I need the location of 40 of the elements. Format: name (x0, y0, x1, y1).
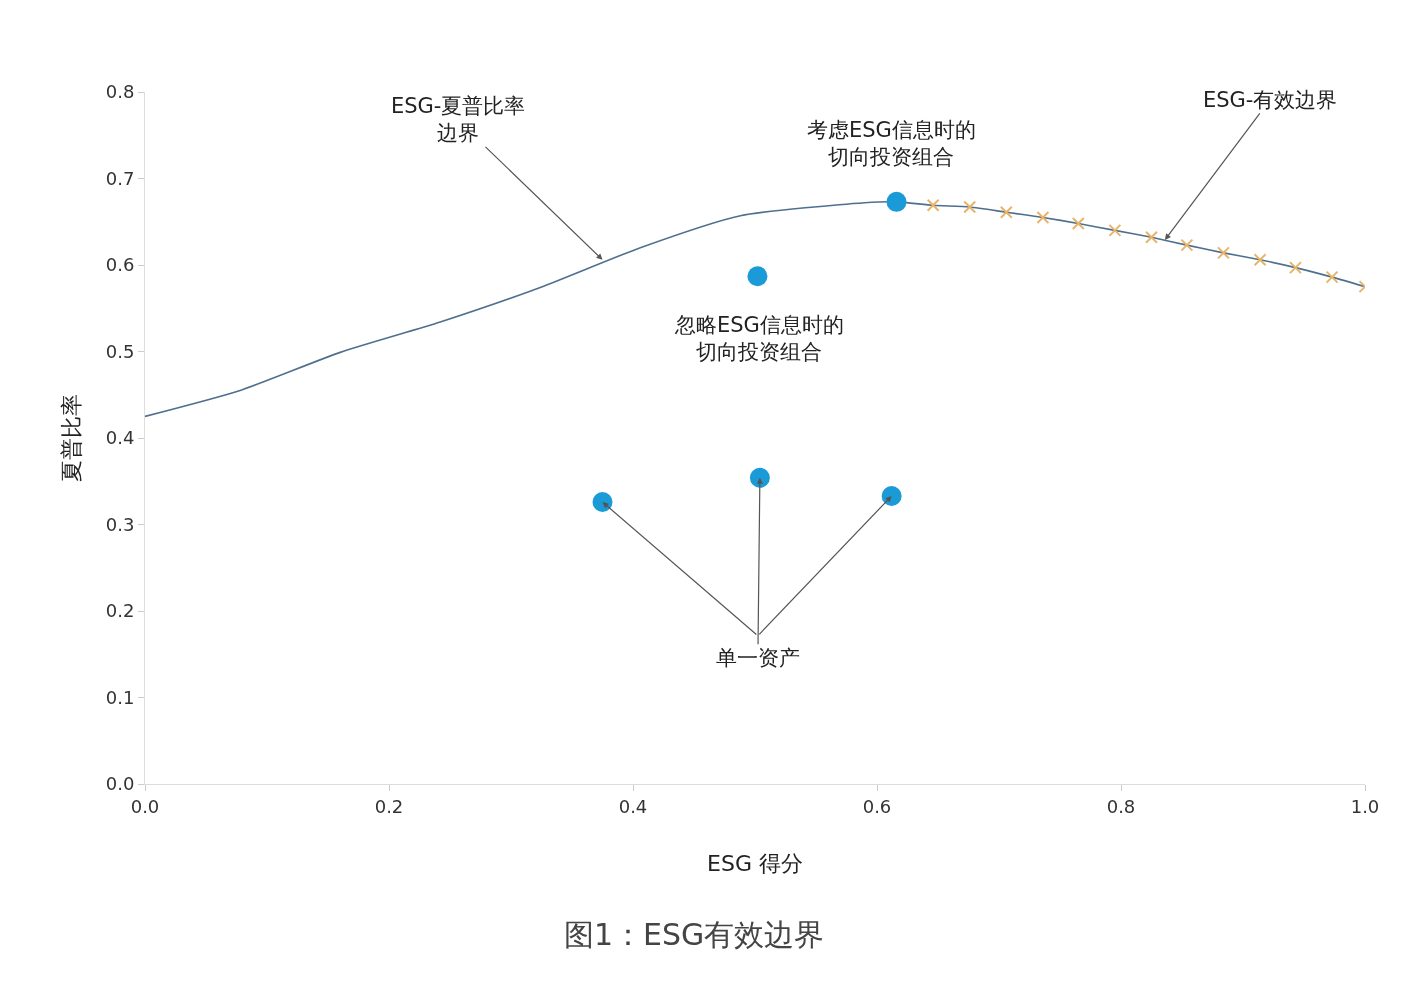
y-tick-label: 0.0 (105, 773, 135, 795)
point (749, 467, 770, 488)
point (963, 200, 977, 214)
annotation: 单一资产 (716, 646, 800, 670)
y-tick-label: 0.4 (105, 427, 135, 449)
x-tick-label: 0.8 (1106, 795, 1136, 817)
y-tick-label: 0.7 (105, 167, 135, 189)
point (881, 485, 902, 506)
y-axis-title: 夏普比率 (58, 394, 84, 482)
annotation: 考虑ESG信息时的切向投资组合 (807, 118, 976, 170)
point (1216, 246, 1230, 260)
annotation: ESG-夏普比率边界 (391, 94, 526, 146)
point (886, 191, 907, 212)
y-tick-label: 0.8 (105, 81, 135, 103)
point (1036, 210, 1050, 224)
point (1253, 253, 1267, 267)
x-tick-label: 1.0 (1350, 795, 1380, 817)
y-tick-label: 0.3 (105, 513, 135, 535)
x-tick-label: 0.0 (130, 795, 160, 817)
y-tick-label: 0.2 (105, 600, 135, 622)
point (1288, 261, 1302, 275)
annotation: ESG-有效边界 (1203, 88, 1338, 112)
point (1325, 270, 1339, 284)
point (1180, 238, 1194, 252)
point (1108, 223, 1122, 237)
point (592, 492, 613, 512)
caption: 图1：ESG有效边界 (564, 917, 825, 952)
x-tick-label: 0.4 (618, 795, 648, 817)
annotation: 忽略ESG信息时的切向投资组合 (674, 313, 844, 365)
y-tick-label: 0.1 (105, 686, 135, 708)
point (999, 205, 1013, 219)
point (1071, 216, 1085, 230)
x-axis-title: ESG 得分 (707, 851, 803, 877)
point (747, 266, 768, 287)
point (1145, 230, 1158, 244)
point (926, 198, 940, 212)
x-tick-label: 0.6 (862, 795, 892, 817)
y-tick-label: 0.5 (105, 340, 135, 362)
y-tick-label: 0.6 (105, 254, 135, 276)
x-tick-label: 0.2 (374, 795, 404, 817)
